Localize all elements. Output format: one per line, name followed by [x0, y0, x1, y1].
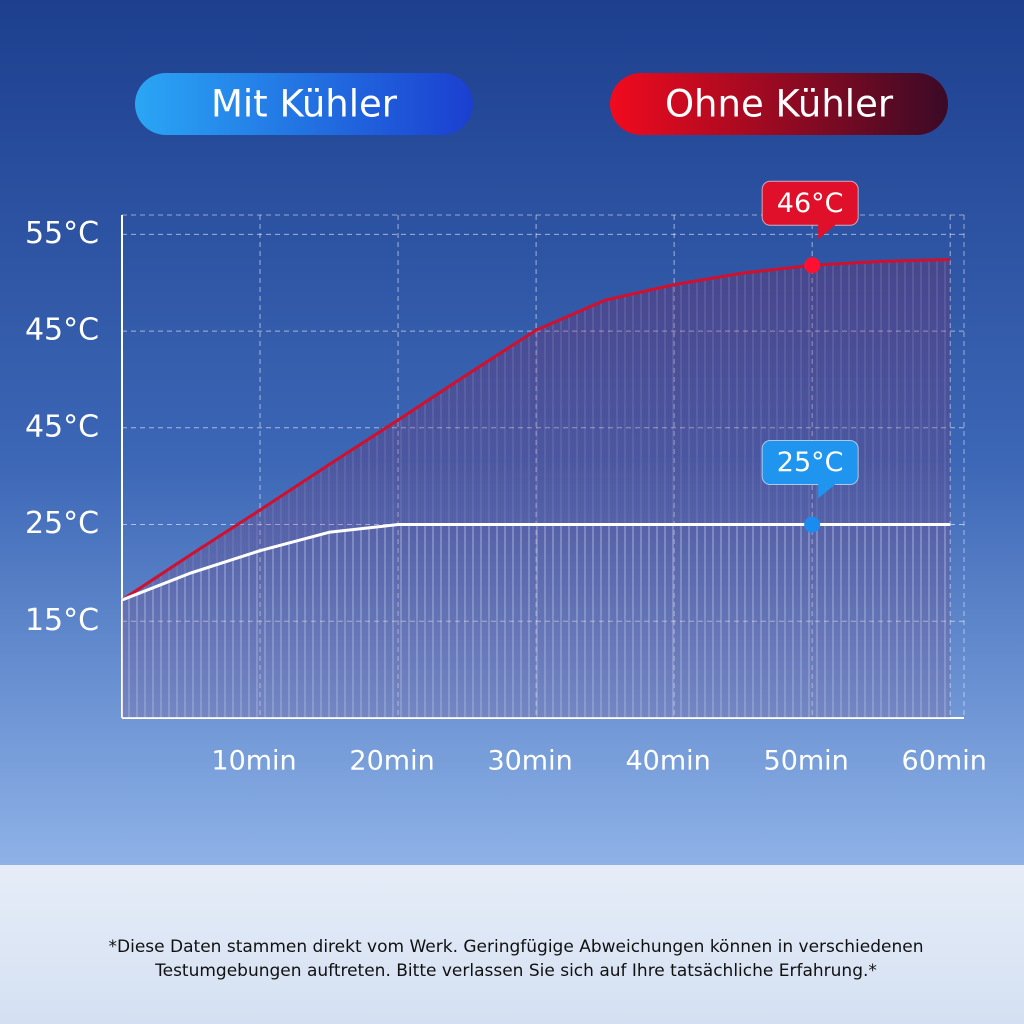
- x-tick-label: 40min: [625, 746, 710, 777]
- y-tick-label: 15°C: [25, 603, 99, 638]
- legend: Mit Kühler Ohne Kühler: [135, 73, 948, 135]
- labels: 15°C 25°C 45°C 45°C 55°C 10min 20min 30min 40min…: [25, 180, 987, 777]
- annotation-pointer: [818, 224, 837, 240]
- footnote: *Diese Daten stammen direkt vom Werk. Ge…: [109, 937, 924, 957]
- x-tick-label: 20min: [349, 746, 434, 777]
- annotation-point: [804, 516, 821, 533]
- legend-pill: [610, 73, 948, 135]
- annotation-pointer: [818, 483, 837, 499]
- snow-ground: [0, 865, 1024, 1024]
- y-tick-label: 45°C: [25, 313, 99, 348]
- plot: [121, 257, 951, 718]
- x-tick-label: 10min: [211, 746, 296, 777]
- annotation-label: 25°C: [777, 447, 844, 478]
- x-tick-label: 60min: [902, 746, 987, 777]
- annotation-box: [761, 180, 859, 226]
- annotation-point: [804, 257, 821, 274]
- y-tick-label: 55°C: [25, 216, 99, 251]
- y-tick-label: 25°C: [25, 506, 99, 541]
- annotation-box: [761, 440, 859, 486]
- y-tick-label: 45°C: [25, 409, 99, 444]
- series-area: [122, 524, 951, 718]
- x-tick-label: 50min: [764, 746, 849, 777]
- legend-label: Ohne Kühler: [665, 83, 894, 126]
- footnote: Testumgebungen auftreten. Bitte verlasse…: [154, 961, 877, 981]
- legend-label: Mit Kühler: [211, 83, 398, 126]
- legend-pill: [135, 73, 473, 135]
- annotation-label: 46°C: [777, 188, 844, 219]
- x-tick-label: 30min: [487, 746, 572, 777]
